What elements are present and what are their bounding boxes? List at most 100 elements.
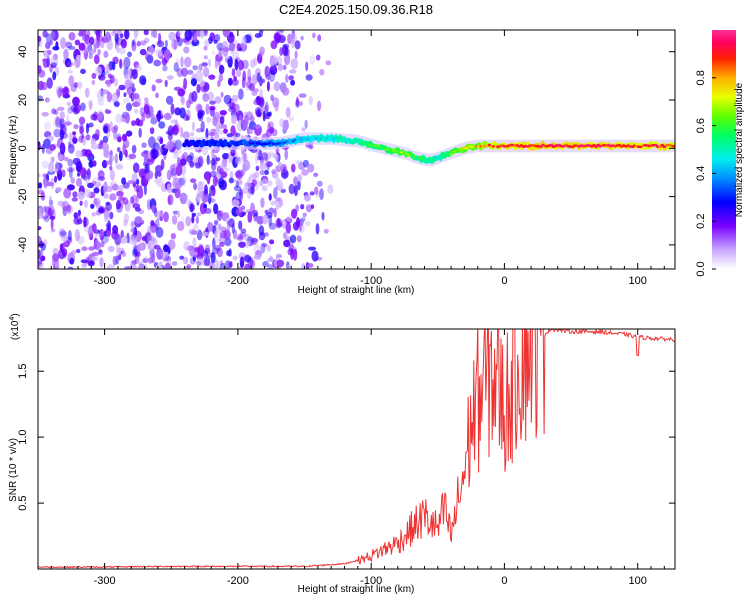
spectrogram-speckle-cell	[231, 68, 236, 77]
snr-y-axis-label: SNR (10 * v/v)	[8, 438, 19, 502]
spectrogram-speckle-cell	[72, 131, 76, 136]
spectrogram-speckle-cell	[308, 95, 313, 106]
spectrogram-speckle-cell	[173, 151, 179, 159]
spectrogram-speckle-cell	[244, 182, 252, 189]
spectrogram-speckle-cell	[141, 236, 147, 241]
spectrogram-speckle-cell	[301, 127, 306, 132]
spectrogram-speckle-cell	[271, 57, 279, 65]
spectrogram-speckle-cell	[176, 67, 183, 78]
spectrogram-speckle-cell	[156, 247, 164, 260]
spectrogram-speckle-cell	[185, 115, 190, 121]
spectrogram-speckle-cell	[297, 179, 301, 191]
spectrogram-speckle-cell	[226, 250, 231, 257]
spectrogram-speckle-cell	[209, 107, 215, 117]
spectrogram-speckle-cell	[111, 31, 116, 37]
spectrogram-speckle-cell	[73, 58, 81, 69]
spectrogram-speckle-cell	[90, 203, 95, 209]
spectrogram-speckle-cell	[197, 155, 204, 168]
spectrogram-speckle-cell	[84, 188, 92, 198]
spectrogram-speckle-cell	[146, 199, 152, 211]
spectrogram-speckle-cell	[239, 256, 245, 268]
spectrogram-speckle-cell	[211, 128, 217, 134]
spectrogram-speckle-cell	[131, 87, 136, 93]
spectrogram-speckle-cell	[211, 50, 216, 56]
spectrogram-speckle-cell	[273, 207, 277, 218]
spectrogram-speckle-cell	[313, 172, 319, 177]
spectrogram-speckle-cell	[203, 256, 208, 267]
spectrogram-speckle-cell	[73, 82, 79, 88]
spectrogram-speckle-cell	[103, 50, 109, 58]
spectrogram-speckle-cell	[115, 255, 120, 265]
spectrogram-speckle-cell	[327, 184, 334, 194]
spectrogram-y-tick-label: 20	[17, 94, 29, 106]
spectrogram-speckle-cell	[155, 48, 163, 57]
spectrogram-speckle-cell	[217, 61, 221, 67]
spectrogram-speckle-cell	[140, 78, 147, 86]
spectrogram-speckle-cell	[288, 75, 294, 81]
spectrogram-speckle-cell	[116, 190, 124, 197]
spectrogram-speckle-cell	[66, 114, 70, 123]
spectrogram-speckle-cell	[63, 187, 72, 199]
spectrogram-speckle-cell	[235, 156, 243, 165]
spectrogram-x-tick-label: 0	[501, 275, 507, 287]
spectrogram-speckle-cell	[93, 197, 98, 205]
spectrogram-speckle-cell	[67, 61, 73, 68]
spectrogram-speckle-cell	[138, 264, 145, 269]
spectrogram-speckle-cell	[39, 206, 45, 217]
spectrogram-speckle-cell	[105, 63, 111, 74]
spectrogram-speckle-cell	[43, 138, 51, 149]
spectrogram-speckle-cell	[122, 61, 126, 69]
spectrogram-speckle-cell	[66, 61, 74, 67]
spectrogram-speckle-cell	[239, 192, 244, 202]
spectrogram-speckle-cell	[255, 154, 259, 164]
spectrogram-speckle-cell	[276, 253, 282, 259]
spectrogram-speckle-cell	[251, 90, 258, 96]
spectrogram-speckle-cell	[276, 179, 284, 192]
spectrogram-speckle-cell	[80, 259, 89, 264]
spectrogram-speckle-cell	[138, 185, 143, 194]
spectrogram-speckle-cell	[121, 236, 128, 244]
spectrogram-ridge-core	[396, 149, 400, 152]
spectrogram-speckle-cell	[88, 160, 94, 168]
spectrogram-speckle-cell	[290, 79, 296, 86]
spectrogram-speckle-cell	[68, 32, 76, 41]
spectrogram-speckle-cell	[258, 149, 263, 161]
spectrogram-speckle-cell	[135, 260, 142, 265]
spectrogram-speckle-cell	[87, 226, 93, 238]
spectrogram-speckle-cell	[112, 225, 119, 235]
spectrogram-speckle-cell	[72, 96, 80, 107]
spectrogram-speckle-cell	[227, 56, 233, 68]
spectrogram-speckle-cell	[98, 249, 103, 256]
spectrogram-speckle-cell	[125, 130, 133, 137]
spectrogram-speckle-cell	[274, 101, 279, 112]
spectrogram-speckle-cell	[305, 74, 313, 81]
spectrogram-speckle-cell	[262, 243, 268, 248]
spectrogram-speckle-cell	[231, 78, 239, 86]
spectrogram-speckle-cell	[183, 77, 188, 90]
spectrogram-speckle-cell	[270, 40, 278, 50]
spectrogram-speckle-cell	[244, 114, 249, 127]
spectrogram-speckle-cell	[64, 121, 72, 126]
spectrogram-speckle-cell	[231, 199, 240, 207]
spectrogram-speckle-cell	[89, 232, 94, 241]
spectrogram-speckle-cell	[176, 30, 182, 38]
spectrogram-speckle-cell	[234, 58, 239, 71]
spectrogram-speckle-cell	[282, 119, 289, 131]
spectrogram-speckle-cell	[180, 56, 184, 68]
spectrogram-speckle-cell	[135, 178, 140, 185]
spectrogram-speckle-cell	[268, 193, 272, 201]
spectrogram-speckle-cell	[86, 43, 92, 54]
spectrogram-speckle-cell	[294, 40, 301, 50]
spectrogram-speckle-cell	[281, 87, 290, 96]
spectrogram-speckle-cell	[277, 218, 281, 226]
spectrogram-speckle-cell	[155, 165, 163, 173]
spectrogram-speckle-cell	[233, 75, 237, 82]
spectrogram-speckle-cell	[101, 159, 108, 169]
spectrogram-speckle-cell	[124, 79, 132, 91]
spectrogram-speckle-cell	[182, 113, 189, 122]
spectrogram-speckle-cell	[174, 182, 182, 189]
spectrogram-speckle-cell	[79, 167, 87, 178]
spectrogram-speckle-cell	[215, 157, 221, 162]
spectrogram-speckle-cell	[54, 161, 60, 172]
